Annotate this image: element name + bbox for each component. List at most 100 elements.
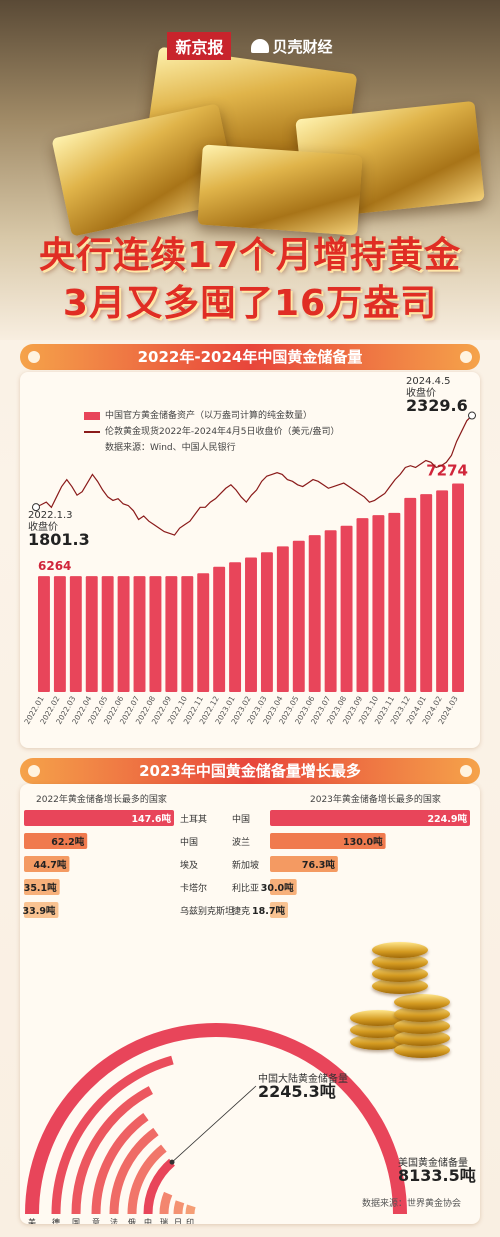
country-label: 捷克 (232, 905, 250, 917)
country-label: 利比亚 (232, 882, 259, 894)
radial-country-label: 俄罗斯 (128, 1217, 137, 1224)
line-end-value: 2329.6 (406, 396, 468, 415)
radial-country-label: 国际货币基金组织 (72, 1218, 81, 1224)
headline: 央行连续17个月增持黄金 3月又多囤了16万盎司 (0, 232, 500, 328)
hero-image (0, 0, 500, 340)
section2-banner: 2023年中国黄金储备量增长最多 (20, 758, 480, 784)
section2-title: 2023年中国黄金储备量增长最多 (139, 762, 361, 780)
reserve-bar (292, 540, 305, 692)
growth-bar (270, 902, 288, 918)
radial-bar (51, 1055, 174, 1215)
outlet-logo: 贝壳财经 (250, 36, 333, 57)
growth-value-label: 224.9吨 (427, 813, 467, 825)
country-label: 中国 (180, 836, 198, 848)
reserve-bar (420, 494, 433, 692)
radial-bar (159, 1191, 173, 1215)
reserve-bar (308, 535, 321, 692)
coin (372, 978, 428, 994)
line-start-annotation: 2022.1.3 收盘价 1801.3 (28, 510, 90, 549)
radial-reserves-chart: 美国 德国 国际货币基金组织 意大利 法国 俄罗斯中国大陆瑞士日本印度 (25, 1023, 407, 1224)
reserves-combo-chart: 2022.012022.022022.032022.042022.052022.… (22, 411, 476, 726)
reserve-bar (53, 576, 66, 692)
radial-bar (127, 1144, 167, 1215)
legend-line-text: 伦敦黄金现货2022年-2024年4月5日收盘价（美元/盎司） (105, 427, 340, 437)
usa-callout-value: 8133.5吨 (398, 1166, 476, 1185)
growth-bar (270, 833, 386, 849)
section1-banner: 2022年-2024年中国黄金储备量 (20, 344, 480, 370)
last-value-label: 7274 (426, 462, 468, 480)
coin (372, 942, 428, 958)
country-label: 波兰 (232, 836, 250, 848)
coin (372, 954, 428, 970)
banner-dot-left (28, 351, 40, 363)
growth-panel: 2022年黄金储备增长最多的国家 2023年黄金储备增长最多的国家 147.6吨… (20, 784, 480, 1224)
line-start-caption: 收盘价 (28, 522, 58, 533)
country-label: 乌兹别克斯坦 (180, 905, 234, 917)
line-start-value: 1801.3 (28, 530, 90, 549)
reserve-bar (69, 576, 82, 692)
radial-country-label: 法国 (110, 1217, 119, 1224)
chart1-source: 数据来源：Wind、中国人民银行 (105, 443, 236, 453)
growth-value-label: 62.2吨 (51, 836, 84, 848)
growth-bar (270, 879, 297, 895)
coin (394, 1030, 450, 1046)
legend-bar-swatch (84, 411, 100, 420)
growth-bar (24, 902, 59, 918)
headline-line2: 3月又多囤了16万盎司 (62, 283, 438, 324)
reserve-bar (165, 576, 178, 692)
growth-bar-charts: 147.6吨 土耳其 62.2吨 中国 44.7吨 埃及 35.1吨 卡塔尔 33.9吨 乌兹别克… (22, 810, 470, 918)
radial-bar (185, 1204, 196, 1215)
headline-line1: 央行连续17个月增持黄金 (38, 235, 462, 276)
reserve-bar (404, 497, 417, 692)
radial-bar (109, 1127, 159, 1215)
gold-bar-4 (197, 144, 363, 236)
radial-country-label: 日本 (174, 1218, 183, 1224)
line-end-date: 2024.4.5 (406, 376, 451, 387)
china-callout: 中国大陆黄金储备量 2245.3吨 (258, 1074, 348, 1100)
reserve-bar (85, 576, 98, 692)
legend-line: 伦敦黄金现货2022年-2024年4月5日收盘价（美元/盎司） (84, 424, 340, 437)
line-start-date: 2022.1.3 (28, 510, 73, 521)
gold-price-line (35, 415, 473, 536)
paper-logo: 新京报 (167, 32, 232, 60)
coin (394, 1018, 450, 1034)
growth-value-label: 147.6吨 (131, 813, 171, 825)
radial-bar (143, 1158, 176, 1215)
reserve-bar (197, 573, 210, 692)
reserve-bar (245, 557, 257, 692)
coin (372, 966, 428, 982)
reserve-bar (117, 576, 130, 692)
reserve-bar (38, 576, 50, 692)
line-start-marker (32, 503, 40, 512)
banner-dot-right-2 (460, 765, 472, 777)
reserve-bar (101, 576, 114, 692)
reserve-bar (388, 512, 401, 692)
legend-line-swatch (84, 430, 100, 433)
reserve-bar (340, 525, 353, 692)
country-label: 新加坡 (232, 859, 259, 871)
reserve-bar (213, 566, 226, 692)
reserve-bar (133, 576, 146, 692)
radial-bar (25, 1023, 407, 1215)
shell-icon (250, 38, 269, 53)
radial-country-label: 美国 (28, 1217, 37, 1224)
reserve-bar (356, 518, 369, 692)
country-label: 土耳其 (180, 813, 207, 825)
coin (350, 1034, 406, 1050)
reserve-bar (181, 576, 194, 692)
legend-bar: 中国官方黄金储备资产（以万盎司计算的纯金数量） (84, 408, 312, 421)
growth-bar (270, 810, 470, 826)
china-callout-label: 中国大陆黄金储备量 (258, 1074, 348, 1085)
radial-country-label: 意大利 (92, 1217, 101, 1224)
reserve-bar (229, 562, 242, 692)
radial-bar (71, 1086, 153, 1215)
growth-value-label: 30.0吨 (261, 882, 294, 894)
growth-value-label: 76.3吨 (302, 859, 335, 871)
growth-bar (24, 810, 174, 826)
brand-row: 新京报 贝壳财经 (0, 32, 500, 60)
reserve-bar (149, 576, 162, 692)
banner-dot-left-2 (28, 765, 40, 777)
radial-country-label: 德国 (52, 1217, 61, 1224)
outlet-name: 贝壳财经 (272, 37, 333, 56)
reserves-chart-panel: 中国官方黄金储备资产（以万盎司计算的纯金数量） 伦敦黄金现货2022年-2024… (20, 372, 480, 748)
